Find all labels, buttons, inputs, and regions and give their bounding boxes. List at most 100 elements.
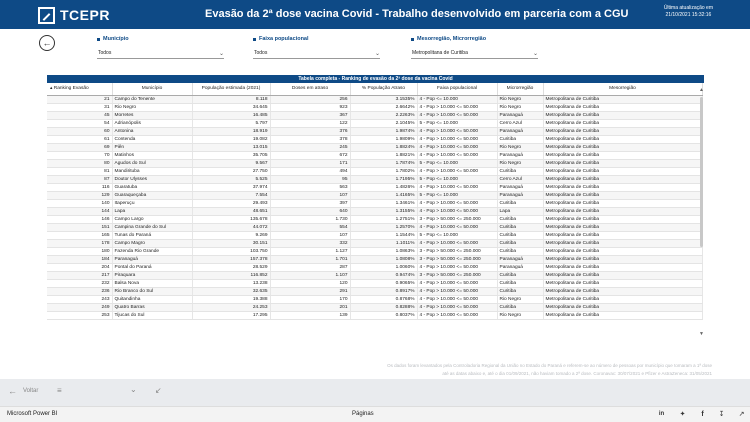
back-arrow-icon[interactable]: ←: [8, 386, 17, 396]
table-cell: 116: [47, 183, 113, 192]
table-row[interactable]: 31 Rio Negro 34.645 923 2.6642% 4 - Pop > 10.…: [47, 103, 703, 112]
table-cell: Cerro Azul: [497, 175, 544, 184]
table-cell: 4 - Pop > 10.000 <= 50.000: [417, 199, 498, 208]
table-cell: 81: [47, 167, 113, 176]
table-cell: Quitandinha: [112, 295, 193, 304]
chevron-down-icon[interactable]: ⌄: [130, 385, 137, 394]
table-cell: Metropolitana de Curitiba: [543, 271, 703, 280]
table-row[interactable]: 151 Campina Grande do Sul 44.072 554 1.2570%…: [47, 223, 703, 232]
table-cell: Metropolitana de Curitiba: [543, 295, 703, 304]
table-cell: 5 - Pop <= 10.000: [417, 231, 498, 240]
table-row[interactable]: 69 Piên 13.015 245 1.8824% 4 - Pop > 10.000 <…: [47, 143, 703, 152]
table-cell: Paranaguá: [497, 263, 544, 272]
table-row[interactable]: 178 Campo Magro 30.151 332 1.1011% 4 - Pop > …: [47, 239, 703, 248]
column-header[interactable]: População estimada (2021): [192, 83, 271, 96]
column-header[interactable]: Município: [112, 83, 193, 96]
table-cell: Rio Negro: [497, 159, 544, 168]
table-cell: 1.2570%: [350, 223, 418, 232]
scrollbar-thumb[interactable]: [700, 97, 703, 247]
table-row[interactable]: 60 Antonina 18.919 376 1.9874% 4 - Pop > 10.0…: [47, 127, 703, 136]
table-cell: Doutor Ulysses: [112, 175, 193, 184]
table-cell: 69: [47, 143, 113, 152]
table-row[interactable]: 61 Contenda 19.082 378 1.9809% 4 - Pop > 10.0…: [47, 135, 703, 144]
column-header[interactable]: Faixa populacional: [417, 83, 498, 96]
table-cell: Agudos do Sul: [112, 159, 193, 168]
table-cell: 3 - Pop > 50.000 <= 250.000: [417, 247, 498, 256]
table-cell: Curitiba: [497, 239, 544, 248]
table-cell: 107: [270, 191, 351, 200]
table-cell: 1.3155%: [350, 207, 418, 216]
table-row[interactable]: 236 Rio Branco do Sul 32.635 291 0.8917% 4 - …: [47, 287, 703, 296]
expand-icon[interactable]: ↗: [738, 411, 745, 418]
table-row[interactable]: 129 Guaraqueçaba 7.554 107 1.4165% 5 - Pop <=…: [47, 191, 703, 200]
table-cell: 129: [47, 191, 113, 200]
scroll-up-icon[interactable]: ▲: [699, 87, 704, 93]
table-cell: 122: [270, 119, 351, 128]
table-title: Tabela completa - Ranking de evasão da 2…: [47, 75, 704, 83]
table-cell: 31: [47, 103, 113, 112]
table-row[interactable]: 21 Campo do Tenente 8.118 256 3.1535% 4 - Pop…: [47, 95, 703, 104]
table-row[interactable]: 253 Tijucas do Sul 17.295 139 0.8037% 4 - Pop…: [47, 311, 703, 320]
pages-button[interactable]: Páginas: [352, 411, 374, 417]
facebook-icon[interactable]: f: [701, 411, 704, 418]
table-cell: 4 - Pop > 10.000 <= 50.000: [417, 143, 498, 152]
table-row[interactable]: 140 Itaperuçu 29.493 397 1.3461% 4 - Pop > 10…: [47, 199, 703, 208]
table-cell: 4 - Pop > 10.000 <= 50.000: [417, 295, 498, 304]
table-row[interactable]: 243 Quitandinha 19.388 170 0.8768% 4 - Pop > …: [47, 295, 703, 304]
table-cell: 48.651: [192, 207, 271, 216]
table-row[interactable]: 249 Quatro Barras 24.253 201 0.8288% 4 - Pop …: [47, 303, 703, 312]
table-cell: 135.678: [192, 215, 271, 224]
table-cell: Campo Magro: [112, 239, 193, 248]
table-cell: 1.1011%: [350, 239, 418, 248]
table-row[interactable]: 180 Fazenda Rio Grande 103.750 1.127 1.0863%…: [47, 247, 703, 256]
list-icon[interactable]: ≡: [57, 386, 62, 395]
table-cell: 34.645: [192, 103, 271, 112]
table-cell: 144: [47, 207, 113, 216]
chevron-down-icon: ⌄: [374, 50, 380, 57]
column-header[interactable]: Mesorregião: [543, 83, 703, 96]
municipio-dropdown[interactable]: Todos ⌄: [97, 48, 224, 59]
table-cell: 0.8917%: [350, 287, 418, 296]
download-icon[interactable]: ↧: [718, 411, 725, 418]
faixa-dropdown[interactable]: Todos ⌄: [253, 48, 380, 59]
back-button[interactable]: Voltar: [23, 388, 39, 394]
table-cell: 0.9065%: [350, 279, 418, 288]
mesorregiao-dropdown[interactable]: Metropolitana de Curitiba ⌄: [411, 48, 538, 59]
table-cell: Curitiba: [497, 167, 544, 176]
table-row[interactable]: 116 Guaratuba 37.974 563 1.4826% 4 - Pop > 10…: [47, 183, 703, 192]
collapse-icon[interactable]: ↙: [155, 386, 162, 395]
table-row[interactable]: 81 Mandirituba 27.750 494 1.7802% 4 - Pop > 1…: [47, 167, 703, 176]
footnote: Os dados foram levantados pela Controlad…: [307, 362, 712, 378]
table-cell: Metropolitana de Curitiba: [543, 151, 703, 160]
scroll-down-icon[interactable]: ▼: [699, 331, 704, 337]
table-row[interactable]: 45 Morretes 16.485 367 2.2263% 4 - Pop > 10.0…: [47, 111, 703, 120]
table-row[interactable]: 184 Paranaguá 157.378 1.701 1.0808% 3 - Pop >…: [47, 255, 703, 264]
table-row[interactable]: 232 Balsa Nova 13.238 120 0.9065% 4 - Pop > 1…: [47, 279, 703, 288]
linkedin-icon[interactable]: in: [658, 411, 665, 417]
table-cell: 120: [270, 279, 351, 288]
table-row[interactable]: 217 Piraquara 116.852 1.107 0.9474% 3 - Pop >…: [47, 271, 703, 280]
column-header[interactable]: Microrregião: [497, 83, 544, 96]
table-row[interactable]: 54 Adrianópolis 5.797 122 2.1045% 5 - Pop <= …: [47, 119, 703, 128]
column-header[interactable]: ▴ Ranking Evasão: [47, 83, 113, 96]
table-cell: 184: [47, 255, 113, 264]
table-cell: Curitiba: [497, 247, 544, 256]
column-header[interactable]: % População Atraso: [350, 83, 418, 96]
twitter-icon[interactable]: ✦: [679, 411, 686, 418]
table-row[interactable]: 204 Pontal do Paraná 28.529 287 1.0060% 4 - P…: [47, 263, 703, 272]
table-cell: 4 - Pop > 10.000 <= 50.000: [417, 103, 498, 112]
table-row[interactable]: 144 Lapa 48.651 640 1.3155% 4 - Pop > 10.000 …: [47, 207, 703, 216]
table-row[interactable]: 70 Matinhos 35.705 672 1.8821% 4 - Pop > 10.0…: [47, 151, 703, 160]
table-cell: 0.8037%: [350, 311, 418, 320]
table-cell: 2.1045%: [350, 119, 418, 128]
table-row[interactable]: 87 Doutor Ulysses 5.525 95 1.7195% 5 - Pop <=…: [47, 175, 703, 184]
back-arrow-icon[interactable]: ←: [39, 35, 55, 51]
table-row[interactable]: 165 Tunas do Paraná 9.269 107 1.1544% 5 - Pop…: [47, 231, 703, 240]
table-cell: 1.3461%: [350, 199, 418, 208]
table-row[interactable]: 146 Campo Largo 135.678 1.730 1.2751% 3 - Pop…: [47, 215, 703, 224]
table-cell: Campo Largo: [112, 215, 193, 224]
table-cell: 70: [47, 151, 113, 160]
column-header[interactable]: Doses em atraso: [270, 83, 351, 96]
table-row[interactable]: 80 Agudos do Sul 9.567 171 1.7874% 5 - Pop <=…: [47, 159, 703, 168]
table-cell: 4 - Pop > 10.000 <= 50.000: [417, 135, 498, 144]
